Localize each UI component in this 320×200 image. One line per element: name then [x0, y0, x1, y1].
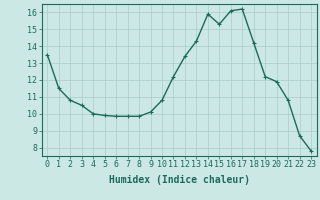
X-axis label: Humidex (Indice chaleur): Humidex (Indice chaleur) — [109, 175, 250, 185]
